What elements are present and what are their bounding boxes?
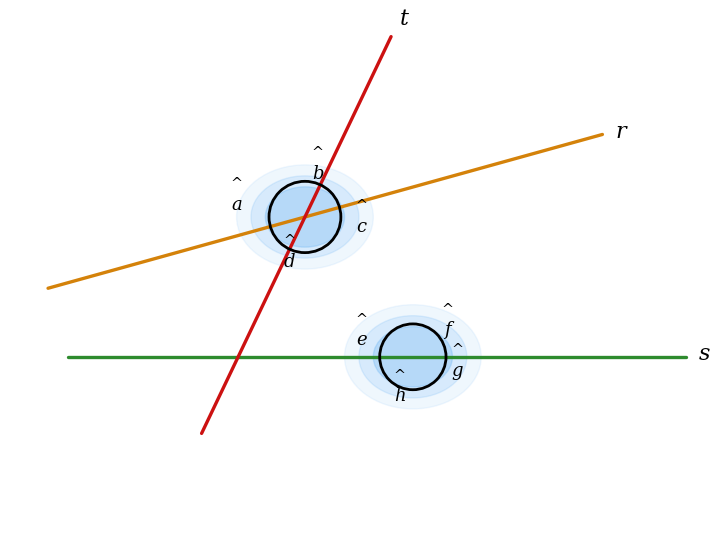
Text: f: f	[444, 321, 451, 339]
Text: g: g	[452, 362, 463, 380]
Circle shape	[251, 176, 359, 258]
Text: ^: ^	[312, 146, 324, 160]
Text: r: r	[616, 121, 626, 143]
Text: ^: ^	[442, 303, 453, 317]
Text: a: a	[231, 196, 242, 214]
Text: c: c	[356, 218, 366, 236]
Text: e: e	[356, 331, 366, 349]
Text: h: h	[394, 387, 406, 405]
Text: ^: ^	[355, 199, 367, 213]
Circle shape	[359, 316, 467, 398]
Circle shape	[236, 165, 373, 269]
Text: ^: ^	[452, 343, 463, 358]
Text: b: b	[312, 165, 323, 183]
Circle shape	[373, 326, 452, 387]
Text: t: t	[399, 8, 409, 30]
Text: ^: ^	[283, 234, 295, 248]
Circle shape	[265, 187, 344, 247]
Text: d: d	[283, 253, 295, 271]
Text: ^: ^	[394, 369, 406, 383]
Text: ^: ^	[231, 177, 243, 191]
Text: s: s	[699, 343, 710, 364]
Circle shape	[344, 305, 481, 409]
Text: ^: ^	[355, 312, 367, 326]
